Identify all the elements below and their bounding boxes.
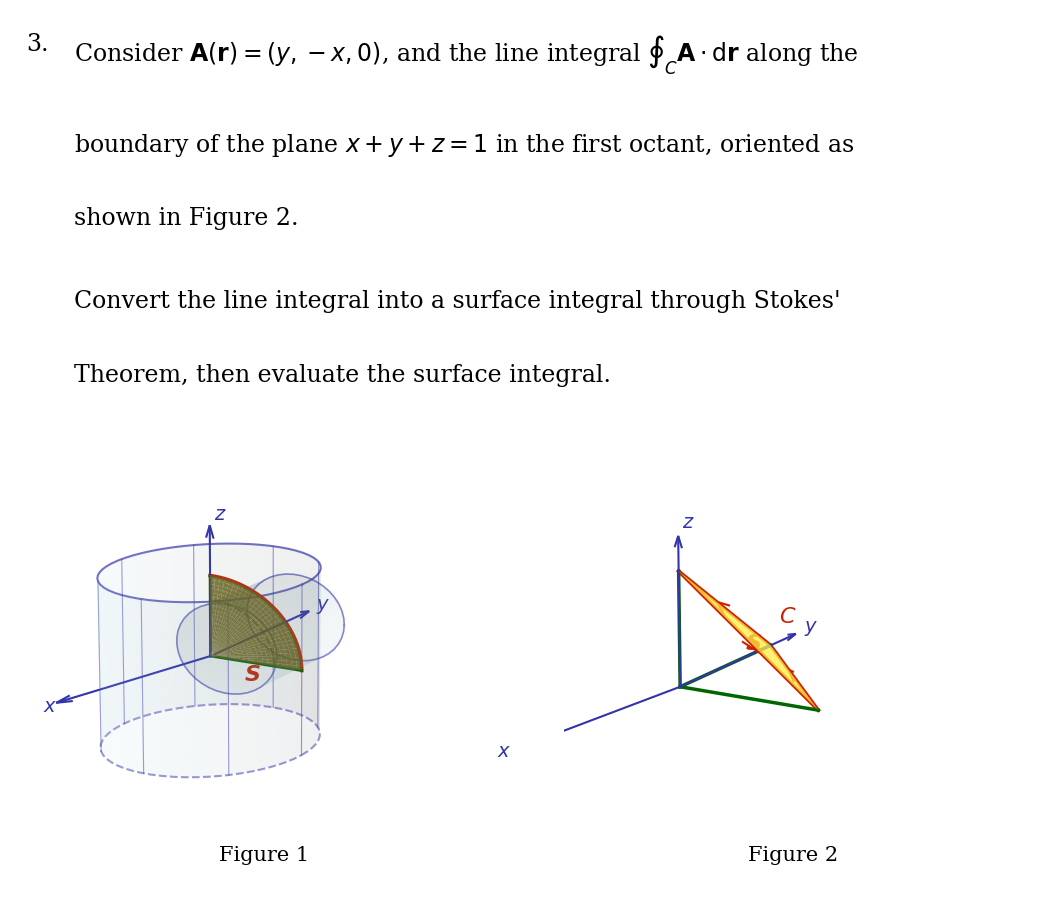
Text: boundary of the plane $x + y + z = 1$ in the first octant, oriented as: boundary of the plane $x + y + z = 1$ in… [74,132,855,159]
Text: shown in Figure 2.: shown in Figure 2. [74,207,298,230]
Text: 3.: 3. [26,33,49,56]
Text: Theorem, then evaluate the surface integral.: Theorem, then evaluate the surface integ… [74,364,612,387]
Text: Figure 2: Figure 2 [748,845,839,864]
Text: Figure 1: Figure 1 [219,845,310,864]
Text: Consider $\mathbf{A}(\mathbf{r}) = (y, -x, 0)$, and the line integral $\oint_C \: Consider $\mathbf{A}(\mathbf{r}) = (y, -… [74,33,859,76]
Text: Convert the line integral into a surface integral through Stokes': Convert the line integral into a surface… [74,289,841,312]
